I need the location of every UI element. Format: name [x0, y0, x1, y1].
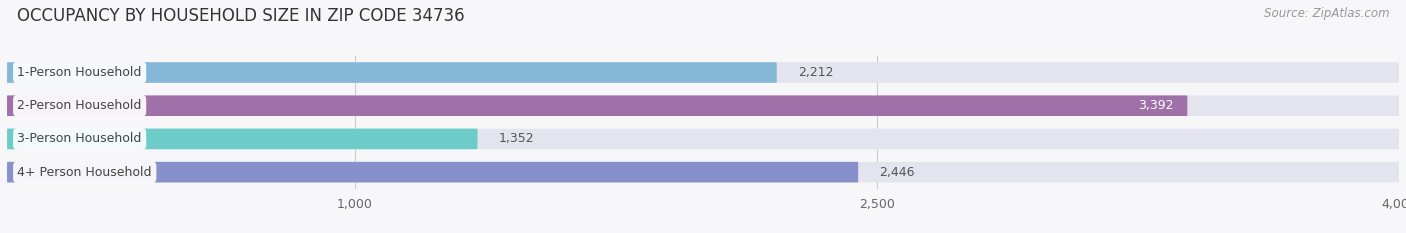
- Text: 2,446: 2,446: [879, 166, 914, 179]
- FancyBboxPatch shape: [7, 129, 1399, 149]
- FancyBboxPatch shape: [7, 129, 478, 149]
- FancyBboxPatch shape: [7, 62, 1399, 83]
- Text: 2-Person Household: 2-Person Household: [17, 99, 142, 112]
- FancyBboxPatch shape: [7, 96, 1188, 116]
- Text: 1-Person Household: 1-Person Household: [17, 66, 142, 79]
- FancyBboxPatch shape: [7, 96, 1399, 116]
- FancyBboxPatch shape: [7, 162, 858, 182]
- FancyBboxPatch shape: [7, 62, 776, 83]
- FancyBboxPatch shape: [7, 162, 1399, 182]
- Text: 3-Person Household: 3-Person Household: [17, 132, 142, 145]
- Text: 4+ Person Household: 4+ Person Household: [17, 166, 152, 179]
- Text: OCCUPANCY BY HOUSEHOLD SIZE IN ZIP CODE 34736: OCCUPANCY BY HOUSEHOLD SIZE IN ZIP CODE …: [17, 7, 464, 25]
- Text: Source: ZipAtlas.com: Source: ZipAtlas.com: [1264, 7, 1389, 20]
- Text: 3,392: 3,392: [1137, 99, 1174, 112]
- Text: 1,352: 1,352: [498, 132, 534, 145]
- Text: 2,212: 2,212: [797, 66, 834, 79]
